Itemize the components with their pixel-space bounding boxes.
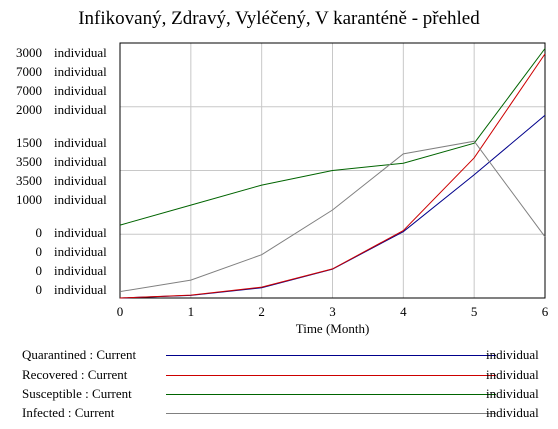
legend-label: Recovered : Current	[22, 367, 128, 382]
legend-unit: individual	[486, 386, 539, 401]
legend-unit: individual	[486, 347, 539, 362]
series-line-infected	[119, 140, 546, 293]
legend-label: Infected : Current	[22, 405, 115, 420]
legend-swatch	[166, 394, 496, 395]
legend-label: Susceptible : Current	[22, 386, 132, 401]
legend-swatch	[166, 413, 496, 414]
series-line-susceptible	[119, 48, 546, 226]
legend-swatch	[166, 375, 496, 376]
x-tick-label: 2	[258, 304, 265, 319]
legend-item-susceptible: Susceptible : Current individual	[22, 386, 552, 402]
x-tick-label: 1	[188, 304, 195, 319]
plot-frame	[119, 42, 546, 299]
x-tick-label: 4	[400, 304, 407, 319]
series-line-recovered	[119, 53, 546, 299]
legend-unit: individual	[486, 367, 539, 382]
legend-item-infected: Infected : Current individual	[22, 405, 552, 421]
legend-unit: individual	[486, 405, 539, 420]
legend-label: Quarantined : Current	[22, 347, 137, 362]
x-axis-label: Time (Month)	[295, 321, 370, 336]
x-tick-label: 5	[471, 304, 478, 319]
legend-item-recovered: Recovered : Current individual	[22, 367, 552, 383]
x-tick-labels: 0 1 2 3 4 5 6	[117, 304, 549, 319]
x-tick-label: 0	[117, 304, 124, 319]
chart-title: Infikovaný, Zdravý, Vyléčený, V karantén…	[78, 8, 480, 29]
series-lines	[119, 48, 546, 299]
x-tick-label: 6	[542, 304, 549, 319]
legend-swatch	[166, 355, 496, 356]
legend-item-quarantined: Quarantined : Current individual	[22, 347, 552, 363]
x-tick-label: 3	[329, 304, 336, 319]
